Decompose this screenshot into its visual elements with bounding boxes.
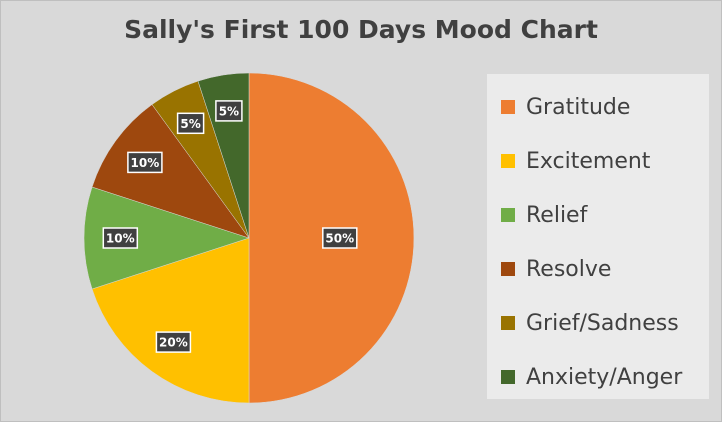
legend-swatch <box>501 370 515 384</box>
legend-swatch <box>501 154 515 168</box>
legend-label: Grief/Sadness <box>526 310 679 336</box>
legend-label: Resolve <box>526 256 612 282</box>
legend-swatch <box>501 208 515 222</box>
pie-slice-excitement <box>91 237 250 404</box>
legend-label: Anxiety/Anger <box>526 364 683 390</box>
data-label-relief: 10% <box>102 227 139 249</box>
pie-slice-resolve <box>91 104 250 239</box>
legend-label: Gratitude <box>526 94 631 120</box>
legend-swatch <box>501 262 515 276</box>
legend-swatch <box>501 100 515 114</box>
svg-text:20%: 20% <box>159 336 188 350</box>
legend-item-grief-sadness: Grief/Sadness <box>501 308 679 338</box>
legend-item-anxiety-anger: Anxiety/Anger <box>501 362 682 392</box>
svg-text:50%: 50% <box>325 232 354 246</box>
data-label-excitement: 20% <box>155 331 192 353</box>
svg-text:10%: 10% <box>131 156 160 170</box>
legend: Gratitude Excitement Relief Resolve Grief/Sa… <box>487 74 709 399</box>
svg-text:5%: 5% <box>180 117 200 131</box>
legend-item-gratitude: Gratitude <box>501 92 630 122</box>
legend-swatch <box>501 316 515 330</box>
legend-label: Excitement <box>526 148 651 174</box>
chart-title: Sally's First 100 Days Mood Chart <box>124 15 598 44</box>
data-label-gratitude: 50% <box>322 227 358 249</box>
pie-slice-relief <box>83 186 250 290</box>
legend-item-excitement: Excitement <box>501 146 650 176</box>
svg-text:10%: 10% <box>106 232 135 246</box>
legend-label: Relief <box>526 202 588 228</box>
data-label-anxiety-anger: 5% <box>215 100 243 122</box>
svg-text:5%: 5% <box>219 104 239 118</box>
data-label-resolve: 10% <box>127 151 163 174</box>
data-label-grief-sadness: 5% <box>176 112 205 135</box>
legend-item-resolve: Resolve <box>501 254 611 284</box>
legend-item-relief: Relief <box>501 200 587 230</box>
